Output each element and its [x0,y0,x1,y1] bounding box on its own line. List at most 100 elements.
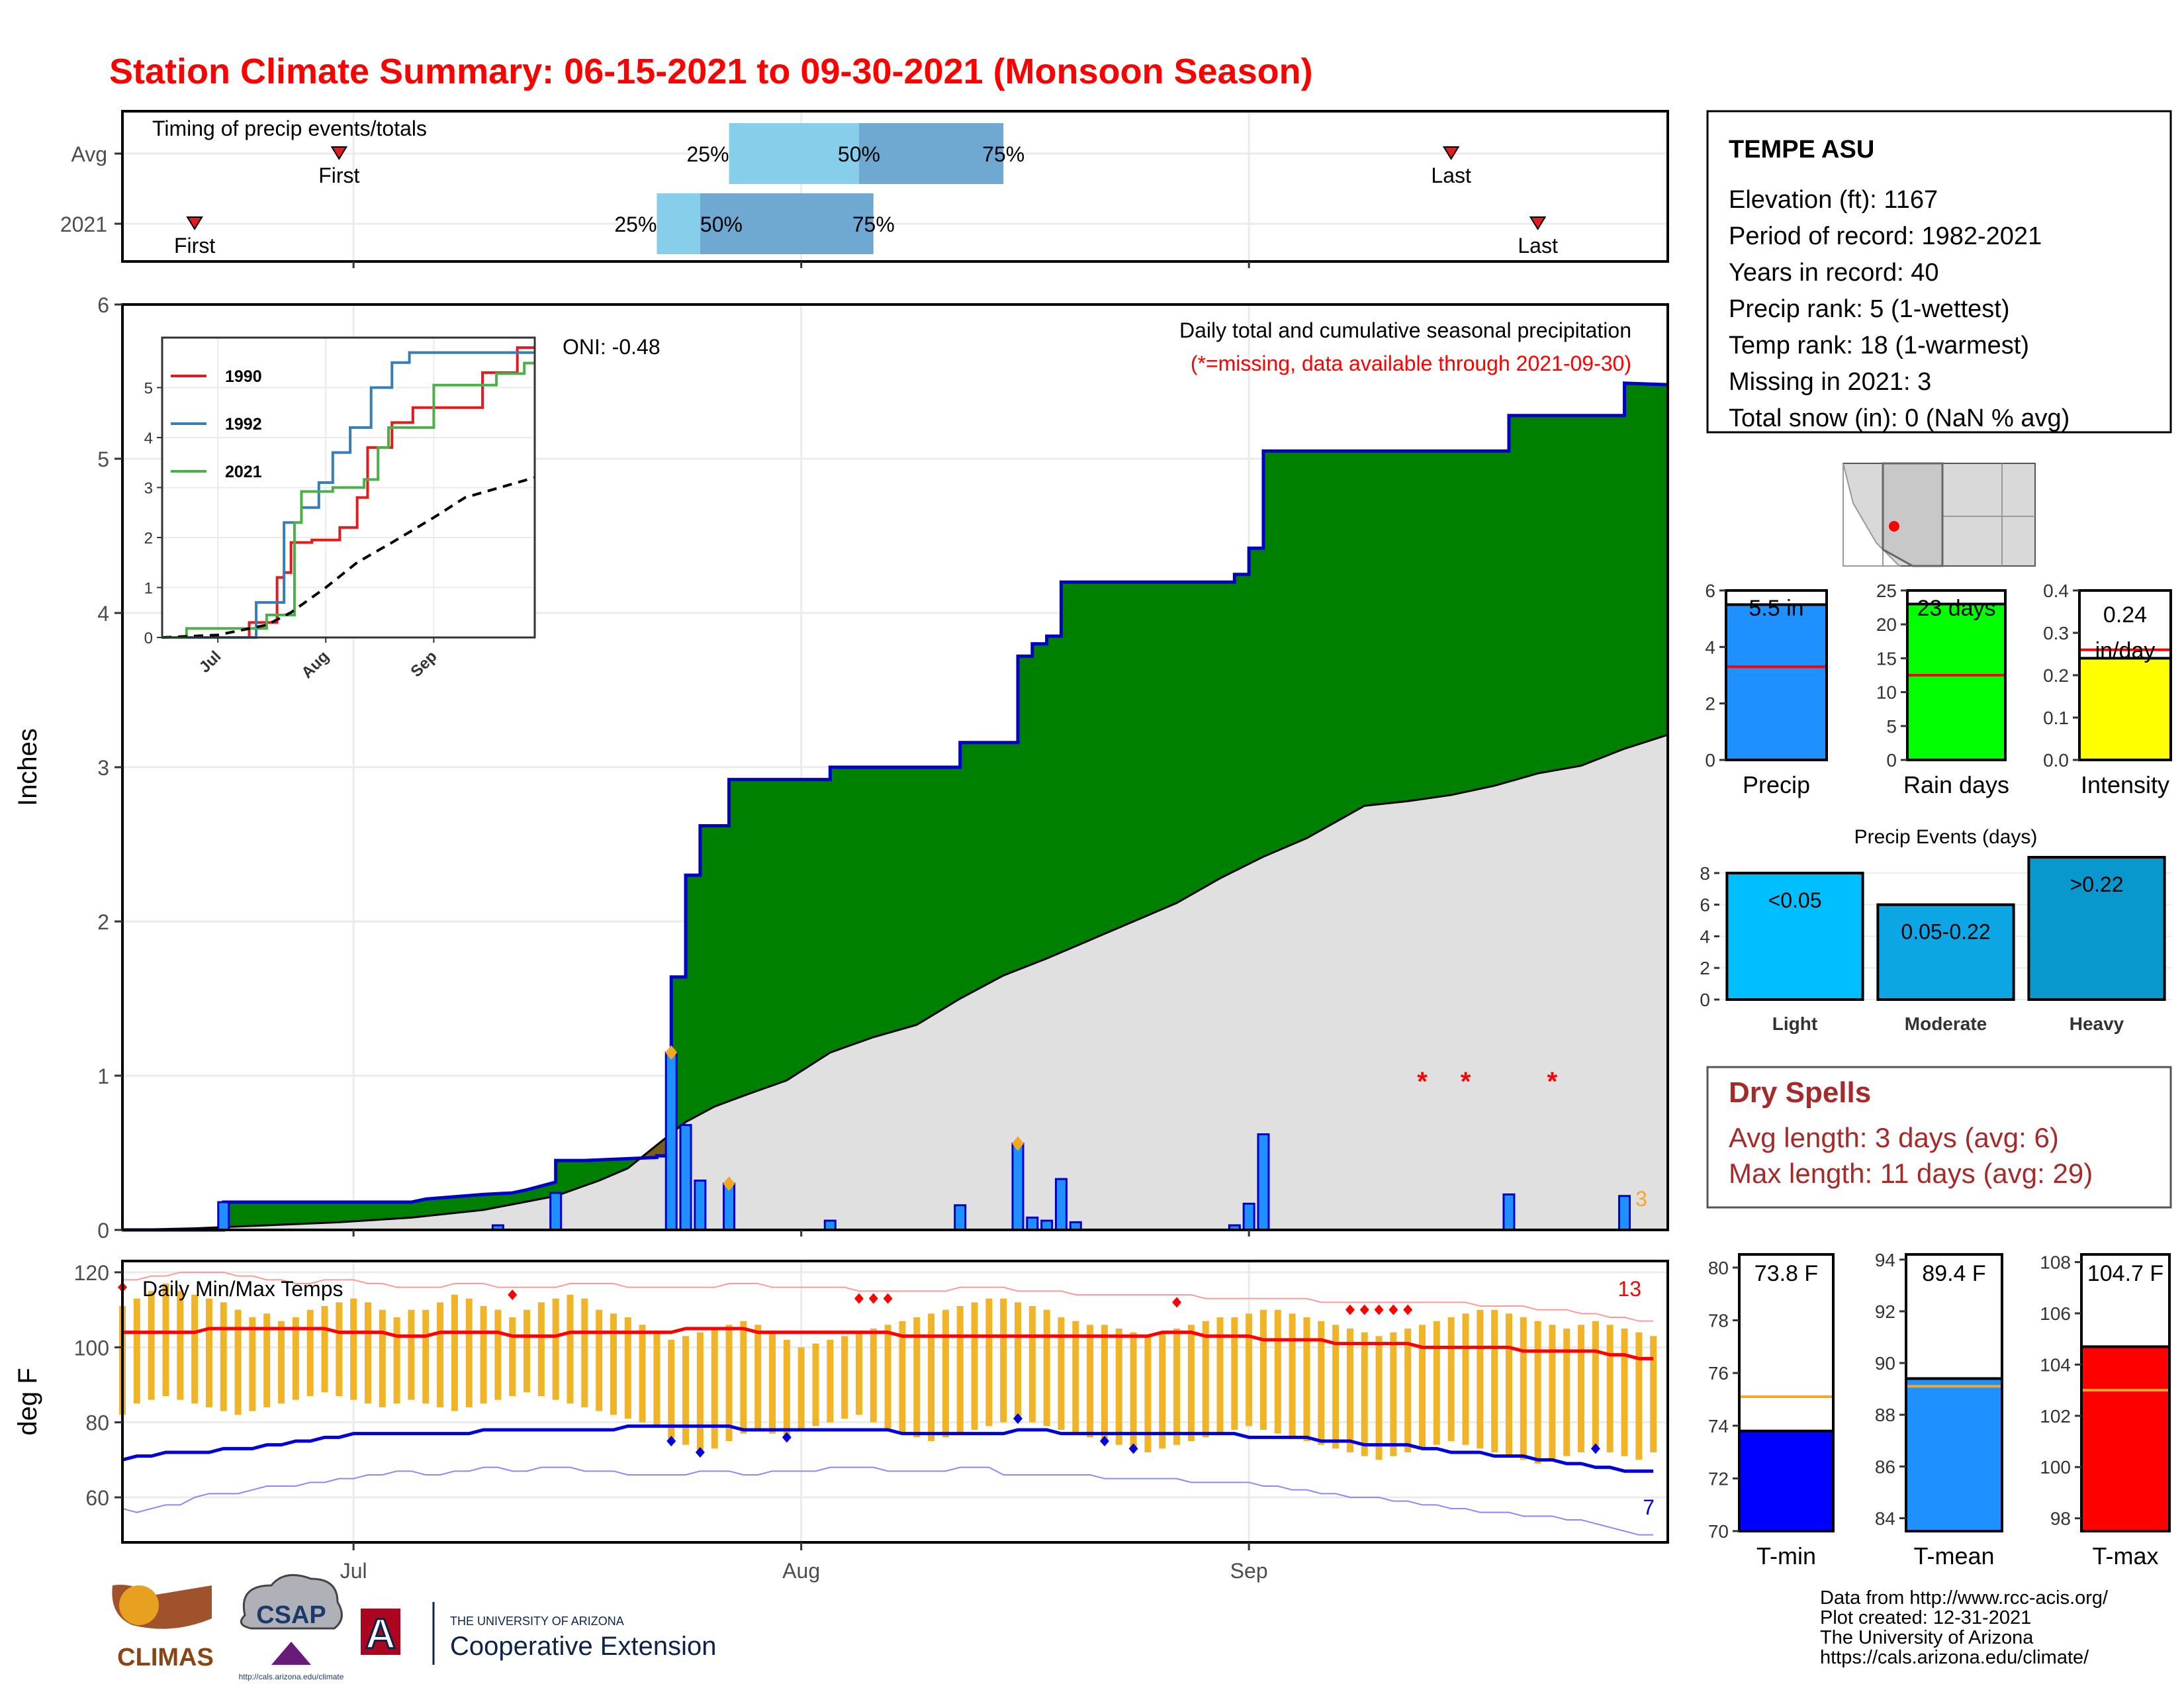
record-low-marker [1590,1443,1600,1454]
intensity-summary-y-tick-label: 0.1 [2043,708,2069,728]
logos: CLIMAS CSAP http://cals.arizona.edu/climat… [112,1573,716,1681]
daily-temp-bar [1246,1313,1253,1427]
daily-temp-bar [725,1325,733,1441]
temp-x-tick-label: Jul [340,1559,367,1583]
footer-line: Plot created: 12-31-2021 [1820,1607,2031,1628]
inset-series-line [162,346,535,639]
precip-y-tick-label: 4 [97,602,109,626]
inset-series-line [162,361,535,639]
precip-annotation: Daily total and cumulative seasonal prec… [1179,318,1631,342]
station-info-panel: TEMPE ASU Elevation (ft): 1167 Period of r… [1706,110,2172,434]
events-bar-label: 0.05-0.22 [1901,920,1990,944]
daily-temp-bar [1606,1325,1614,1452]
record-high-marker [1172,1297,1182,1308]
tmin-summary-bar [1739,1430,1833,1531]
daily-temp-bar [841,1336,848,1419]
daily-precip-bar [1502,1193,1516,1231]
station-location-dot [1889,521,1899,532]
average-cumulative-line [122,733,1668,1231]
daily-temp-bar [899,1321,906,1434]
daily-temp-bar [1159,1332,1166,1449]
daily-temp-bar [1259,1309,1267,1430]
daily-temp-bar [1187,1325,1195,1441]
daily-temp-bar [971,1302,978,1430]
daily-temp-bar [596,1309,603,1411]
record-high-marker [1388,1304,1398,1315]
daily-temp-bar [855,1332,862,1415]
raindays-summary-frame [1906,589,2007,761]
daily-temp-bar [913,1317,921,1438]
daily-temp-bar [1000,1298,1007,1423]
daily-record-marker [1011,1136,1024,1151]
inset-y-tick-label: 0 [144,630,153,647]
daily-temp-bar [465,1298,473,1407]
climas-logo: CLIMAS [117,1644,214,1671]
daily-precip-bar [1054,1178,1068,1231]
normal-area [122,735,1668,1230]
daily-temp-bar [379,1309,386,1407]
temperature-panel: Daily Min/Max Temps 13 7 60 80 100 120 Jul Aug Se… [13,1260,1669,1583]
daily-temp-bar [1043,1309,1050,1427]
daily-temp-bar [1375,1336,1383,1460]
daily-temp-bar [162,1284,169,1396]
inset-y-tick-label: 5 [144,380,153,398]
csap-url: http://cals.arizona.edu/climate [239,1672,344,1681]
daily-temp-bar [653,1332,660,1427]
record-low-marker [1128,1443,1138,1454]
daily-precip-bar [954,1204,967,1231]
events-bar-label: <0.05 [1768,888,1822,912]
daily-temp-bar [1635,1332,1643,1460]
timing-first-label: First [174,234,215,258]
daily-temp-bar [1462,1313,1469,1445]
map-arizona [1882,462,1944,567]
precip-events-panel: Precip Events (days) <0.05 Light 0.05-0.22 M… [1700,826,2172,1034]
average-max-line [122,1327,1654,1360]
raindays-summary-y-tick-label: 25 [1876,581,1897,601]
temp-title: Daily Min/Max Temps [142,1277,343,1301]
temp-frame [121,1260,1669,1544]
daily-temp-bar [1534,1321,1541,1464]
temp-y-tick-label: 60 [85,1486,109,1510]
daily-temp-bar [509,1317,516,1396]
daily-temp-bar [928,1313,935,1441]
tmax-summary-value-label: 104.7 F [2087,1261,2163,1286]
daily-temp-bar [711,1329,718,1449]
ua-name-big: Cooperative Extension [450,1632,716,1661]
daily-temp-bar [1202,1321,1209,1438]
record-low-marker [1099,1436,1109,1446]
daily-temp-bar [1592,1321,1599,1449]
climas-sun-icon [119,1585,159,1625]
dry-avg: Avg length: 3 days (avg: 6) [1729,1122,2059,1153]
precip-summary-y-tick-label: 6 [1705,581,1715,601]
daily-temp-bar [754,1325,762,1430]
record-min-line [122,1466,1654,1536]
daily-temp-bar [1650,1336,1657,1452]
inset-y-tick-label: 1 [144,580,153,598]
record-low-marker [1013,1413,1023,1424]
daily-temp-bar [552,1298,559,1400]
timing-last-marker [1442,146,1460,160]
events-category-label: Light [1772,1013,1817,1034]
daily-temp-bar [321,1306,328,1393]
inset-legend-label: 2021 [225,463,262,481]
tmean-summary-y-tick-label: 90 [1875,1353,1895,1374]
record-high-marker [883,1293,893,1304]
daily-temp-bar [523,1309,531,1393]
events-category-label: Heavy [2070,1013,2124,1034]
footer-line: Data from http://www.rcc-acis.org/ [1820,1587,2109,1609]
station-info-line: Period of record: 1982-2021 [1729,222,2042,250]
record-low-marker [782,1432,792,1443]
daily-temp-bar [133,1298,140,1404]
tmax-summary-y-tick-label: 98 [2050,1509,2071,1529]
tmin-summary-value-label: 73.8 F [1754,1261,1818,1286]
raindays-summary-category-label: Rain days [1903,771,2009,798]
tmin-summary-y-tick-label: 72 [1708,1468,1729,1489]
precip-y-tick-label: 1 [97,1064,109,1088]
daily-temp-bar [1289,1313,1296,1438]
tmax-summary-y-tick-label: 104 [2040,1354,2071,1375]
temp-x-tick-label: Sep [1230,1559,1268,1583]
precip-summary-bar [1726,604,1827,760]
tmax-summary-y-tick-label: 102 [2040,1406,2071,1427]
daily-temp-bar [1390,1332,1397,1456]
